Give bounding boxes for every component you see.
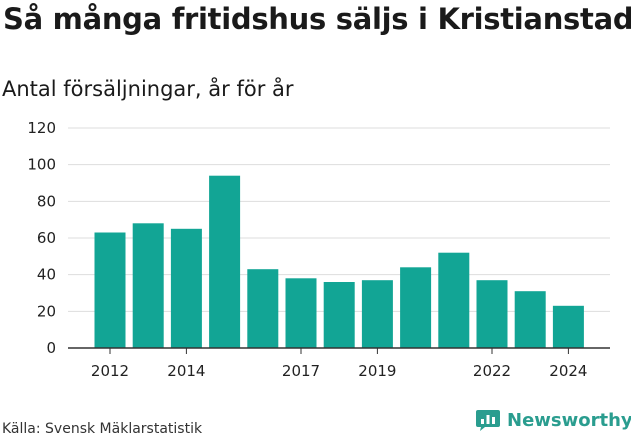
bar-2020 bbox=[400, 267, 432, 348]
x-tick-label: 2012 bbox=[91, 362, 129, 380]
bar-2024 bbox=[552, 305, 584, 348]
brand-logo: Newsworthy bbox=[475, 408, 631, 432]
x-tick-label: 2022 bbox=[473, 362, 511, 380]
chart-subtitle: Antal försäljningar, år för år bbox=[2, 77, 294, 101]
bar-2021 bbox=[438, 252, 470, 348]
source-note: Källa: Svensk Mäklarstatistik bbox=[2, 421, 203, 437]
bar-2015 bbox=[209, 175, 241, 348]
bar-2023 bbox=[514, 291, 546, 348]
y-tick-label: 0 bbox=[46, 339, 56, 357]
bar-chart: 0 20 40 60 80 100 120 2012 2014 2017 2019 2022 2024 bbox=[27, 119, 610, 380]
y-axis-ticks: 0 20 40 60 80 100 120 bbox=[27, 119, 56, 357]
bar-2022 bbox=[476, 280, 508, 348]
brand-name: Newsworthy bbox=[507, 409, 631, 431]
bar-2019 bbox=[361, 280, 393, 348]
y-tick-label: 120 bbox=[27, 119, 56, 137]
bar-2014 bbox=[170, 228, 202, 348]
bars bbox=[94, 175, 584, 348]
y-tick-label: 80 bbox=[37, 192, 56, 210]
x-tick-label: 2024 bbox=[549, 362, 587, 380]
y-tick-label: 100 bbox=[27, 156, 56, 174]
bar-2018 bbox=[323, 282, 355, 348]
x-tick-label: 2014 bbox=[167, 362, 205, 380]
x-tick-label: 2017 bbox=[282, 362, 320, 380]
x-axis-ticks: 2012 2014 2017 2019 2022 2024 bbox=[91, 348, 587, 380]
x-tick-label: 2019 bbox=[358, 362, 396, 380]
bar-2012 bbox=[94, 232, 126, 348]
y-tick-label: 40 bbox=[37, 266, 56, 284]
bar-2013 bbox=[132, 223, 164, 348]
bar-2016 bbox=[247, 269, 279, 348]
bar-2017 bbox=[285, 278, 317, 348]
y-tick-label: 20 bbox=[37, 302, 56, 320]
newsworthy-logo-icon bbox=[476, 410, 500, 431]
chart-title: Så många fritidshus säljs i Kristianstad bbox=[3, 2, 631, 36]
y-tick-label: 60 bbox=[37, 229, 56, 247]
